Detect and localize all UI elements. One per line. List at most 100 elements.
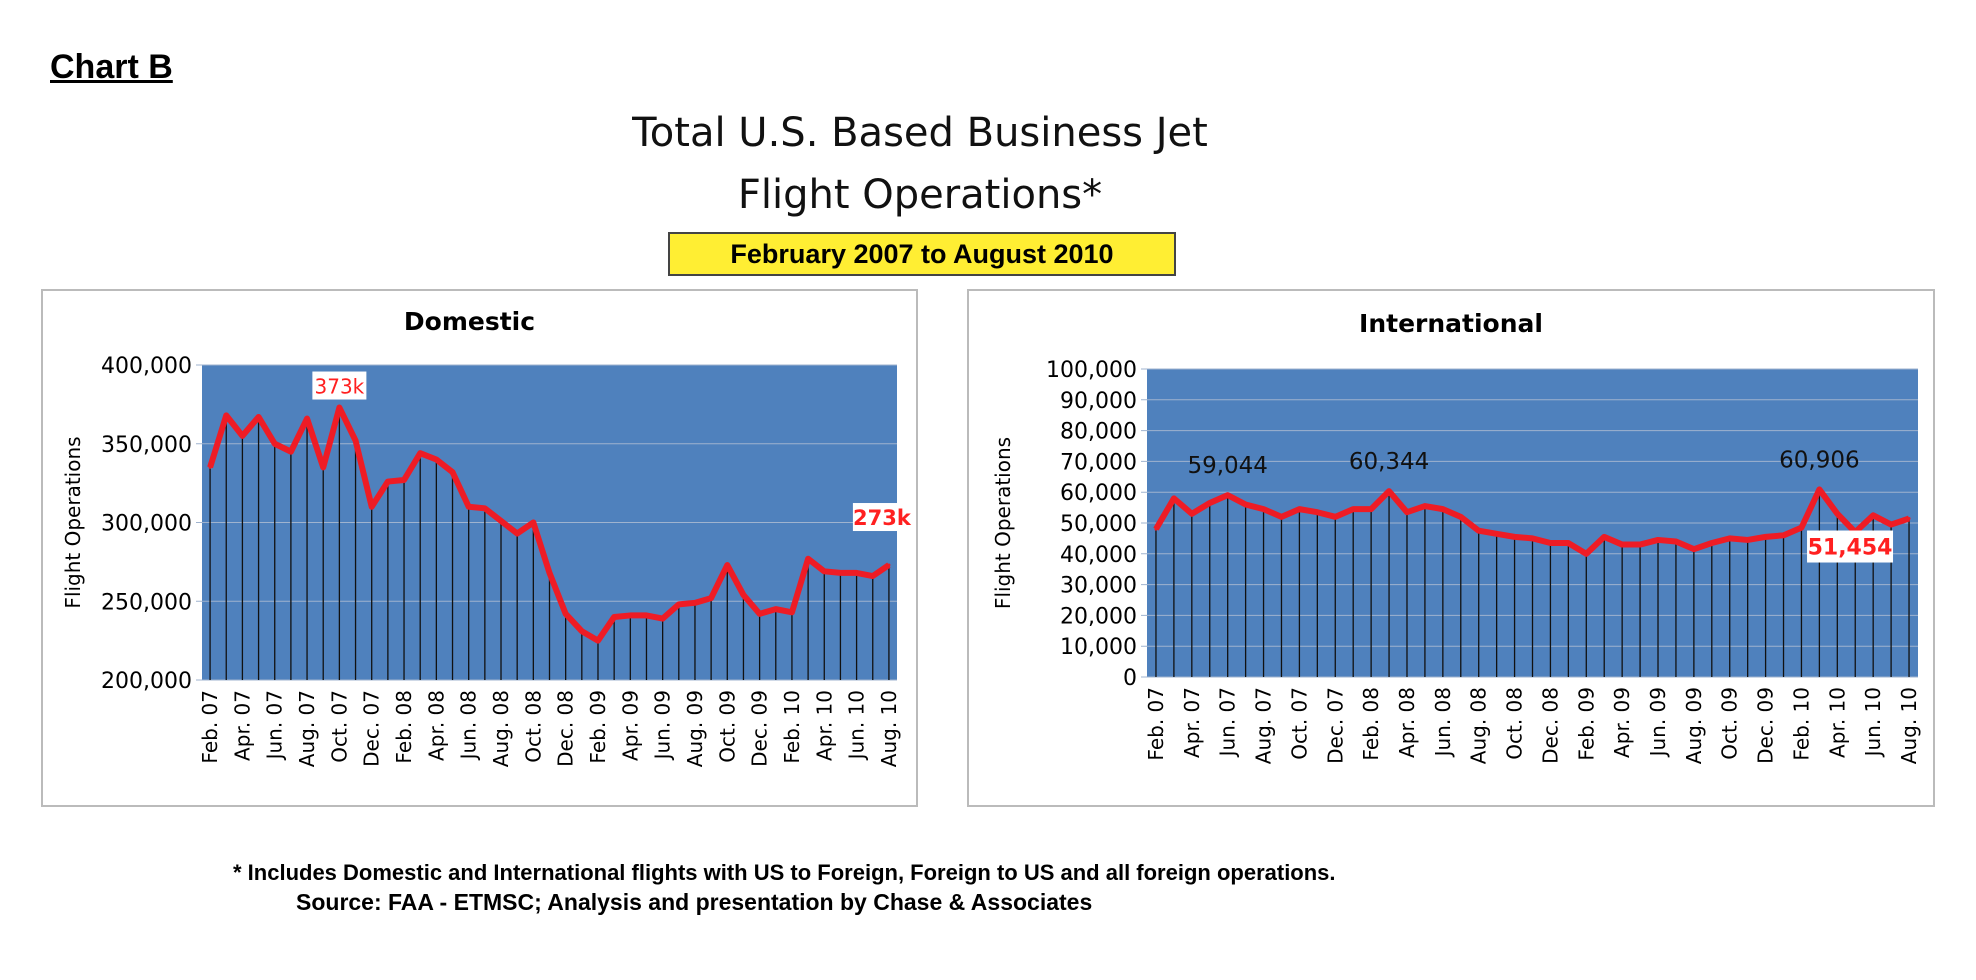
main-title-line1: Total U.S. Based Business Jet (632, 110, 1208, 156)
x-tick-label: Dec. 07 (360, 690, 384, 767)
data-point (402, 478, 406, 482)
y-tick-label: 20,000 (1060, 604, 1137, 629)
data-point (386, 480, 390, 484)
data-point (1315, 510, 1319, 514)
data-point (1728, 536, 1732, 540)
chart-domestic: Domestic 200,000 250,000 300,000 350,000 400,… (41, 289, 918, 807)
x-tick-label: Aug. 09 (683, 690, 707, 767)
data-point (628, 613, 632, 617)
data-point (273, 442, 277, 446)
x-tick-label: Feb. 09 (586, 690, 610, 764)
data-point (1495, 532, 1499, 536)
data-point (1889, 523, 1893, 527)
x-tick-label: Jun. 08 (1431, 687, 1455, 758)
data-point (531, 521, 535, 524)
data-point (451, 470, 455, 474)
data-point (1584, 552, 1588, 556)
data-point (1405, 510, 1409, 514)
data-point (1351, 507, 1355, 511)
data-point (661, 617, 665, 621)
x-tick-label: Aug. 10 (1897, 687, 1921, 764)
source-note: Source: FAA - ETMSC; Analysis and presen… (296, 889, 1093, 915)
data-point (1710, 541, 1714, 545)
x-tick-label: Apr. 08 (424, 690, 448, 761)
y-tick-label: 30,000 (1060, 574, 1137, 599)
data-point (1764, 535, 1768, 539)
x-tick-label: Jun. 09 (651, 690, 675, 761)
data-point (1244, 503, 1248, 507)
data-point (1674, 539, 1678, 543)
x-tick-label: Aug. 10 (877, 690, 901, 767)
data-point (1620, 543, 1624, 547)
data-label: 273k (853, 506, 912, 530)
y-tick-label: 100,000 (1046, 358, 1137, 383)
y-axis-label: Flight Operations (991, 437, 1015, 609)
data-point (515, 532, 519, 536)
x-tick-label: Oct. 07 (327, 690, 351, 763)
data-point (1513, 535, 1517, 539)
data-point (1279, 515, 1283, 519)
date-range-banner: February 2007 to August 2010 (668, 232, 1176, 276)
y-tick-label: 40,000 (1060, 543, 1137, 568)
data-point (693, 601, 697, 605)
x-tick-label: Apr. 08 (1395, 687, 1419, 758)
data-point (1154, 527, 1158, 531)
data-point (1297, 507, 1301, 511)
x-tick-label: Jun. 07 (263, 690, 287, 761)
main-title-line2: Flight Operations* (737, 172, 1103, 218)
y-tick-label: 250,000 (101, 590, 192, 615)
y-tick-label: 60,000 (1060, 481, 1137, 506)
data-point (1907, 517, 1911, 521)
data-point (1602, 535, 1606, 539)
y-tick-label: 350,000 (101, 433, 192, 458)
x-tick-label: Oct. 08 (1503, 687, 1527, 760)
data-point (580, 629, 584, 633)
chart-title: International (1359, 309, 1543, 338)
data-point (855, 571, 859, 575)
x-tick-label: Jun. 08 (457, 690, 481, 761)
data-point (887, 563, 891, 567)
data-point (499, 519, 503, 523)
data-point (741, 593, 745, 597)
x-tick-label: Feb. 09 (1574, 687, 1598, 761)
data-point (1692, 547, 1696, 551)
x-tick-label: Oct. 08 (521, 690, 545, 763)
data-point (677, 602, 681, 606)
data-point (1817, 487, 1821, 491)
data-point (548, 571, 551, 575)
x-tick-label: Feb. 07 (1144, 687, 1168, 761)
x-tick-label: Oct. 09 (1718, 687, 1742, 760)
data-point (1226, 493, 1230, 497)
data-point (709, 596, 713, 600)
x-tick-label: Feb. 08 (392, 690, 416, 764)
data-point (434, 458, 438, 461)
data-label-box (1807, 530, 1894, 563)
y-tick-label: 200,000 (101, 669, 192, 694)
x-tick-label: Dec. 09 (1754, 687, 1778, 764)
x-tick-label: Dec. 08 (1538, 687, 1562, 764)
x-tick-label: Feb. 07 (198, 690, 222, 764)
chart-label: Chart B (50, 48, 173, 86)
data-point (1262, 507, 1266, 511)
x-tick-label: Apr. 09 (1610, 687, 1634, 758)
data-point (1835, 512, 1839, 516)
data-point (612, 615, 616, 619)
x-tick-label: Feb. 10 (780, 690, 804, 764)
x-tick-label: Apr. 10 (812, 690, 836, 761)
x-tick-label: Apr. 07 (230, 690, 254, 761)
y-tick-label: 0 (1123, 666, 1137, 691)
data-point (1172, 496, 1176, 500)
x-tick-label: Dec. 08 (554, 690, 578, 767)
data-point (774, 607, 778, 611)
data-label: 51,454 (1808, 536, 1893, 561)
data-label-box (312, 371, 367, 400)
data-point (1746, 538, 1750, 542)
data-point (806, 557, 810, 561)
x-tick-label: Aug. 07 (295, 690, 319, 767)
data-point (1423, 504, 1427, 508)
x-tick-label: Apr. 07 (1180, 687, 1204, 758)
x-tick-label: Dec. 07 (1323, 687, 1347, 764)
data-label: 59,044 (1187, 453, 1267, 479)
data-point (240, 434, 244, 438)
